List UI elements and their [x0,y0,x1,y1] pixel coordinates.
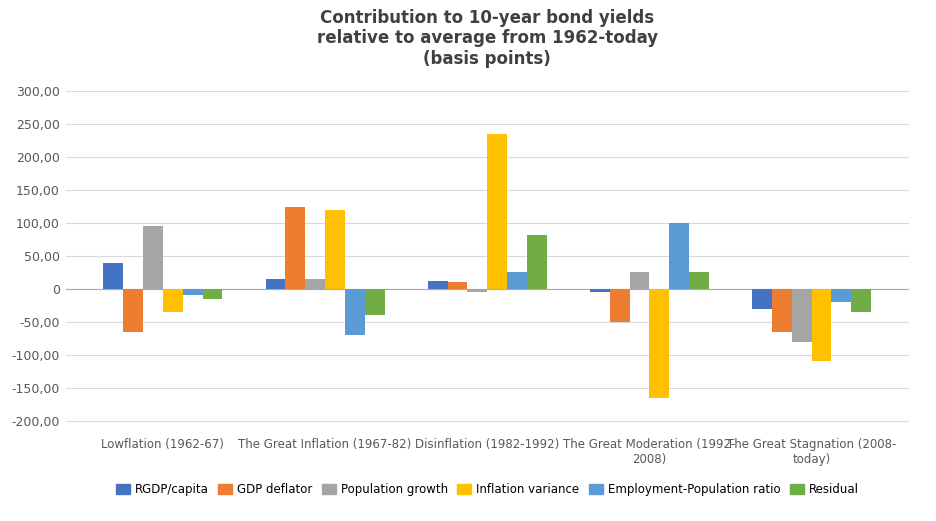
Legend: RGDP/capita, GDP deflator, Population growth, Inflation variance, Employment-Pop: RGDP/capita, GDP deflator, Population gr… [111,478,862,501]
Bar [325,210,344,289]
Bar [143,226,163,289]
Bar [771,289,791,332]
Bar [428,281,447,289]
Bar [124,289,143,332]
Title: Contribution to 10-year bond yields
relative to average from 1962-today
(basis p: Contribution to 10-year bond yields rela… [316,9,657,68]
Bar [202,289,222,299]
Bar [668,223,688,289]
Bar [752,289,771,308]
Bar [183,289,202,295]
Bar [850,289,870,312]
Bar [467,289,487,292]
Bar [791,289,811,342]
Bar [163,289,183,312]
Bar [305,279,325,289]
Bar [506,272,526,289]
Bar [487,134,506,289]
Bar [285,207,305,289]
Bar [590,289,609,292]
Bar [830,289,850,302]
Bar [103,263,124,289]
Bar [344,289,364,335]
Bar [447,282,467,289]
Bar [649,289,668,398]
Bar [629,272,649,289]
Bar [364,289,384,315]
Bar [811,289,830,362]
Bar [688,272,709,289]
Bar [526,235,546,289]
Bar [265,279,285,289]
Bar [609,289,629,322]
